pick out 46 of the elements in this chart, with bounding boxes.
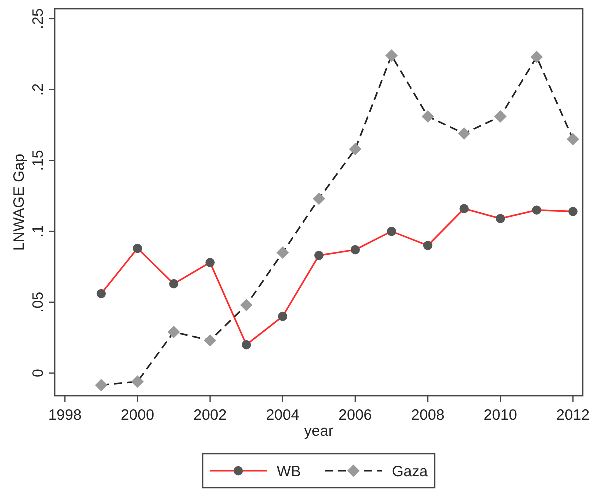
y-tick-label: .05 [30, 292, 47, 313]
x-tick-label: 1998 [48, 407, 82, 424]
point [386, 50, 398, 62]
x-tick-label: 2004 [266, 407, 300, 424]
y-tick-label: 0 [30, 369, 47, 378]
point [314, 251, 324, 260]
x-axis-title: year [304, 423, 334, 440]
point [312, 192, 326, 206]
y-tick-label: .1 [30, 225, 47, 238]
point [350, 245, 360, 255]
point [568, 207, 578, 216]
point [460, 204, 469, 214]
x-tick-label: 2010 [484, 407, 518, 424]
x-tick-label: 2006 [338, 407, 372, 424]
x-tick-label: 2000 [121, 407, 154, 424]
point [494, 110, 507, 123]
legend-label: WB [276, 464, 302, 480]
point [278, 312, 288, 322]
point [349, 143, 362, 156]
point [206, 258, 215, 268]
point [496, 214, 506, 224]
point [423, 241, 433, 250]
point [532, 206, 542, 215]
y-tick-label: .25 [30, 8, 47, 30]
point [95, 379, 108, 392]
point [387, 226, 396, 236]
point [276, 246, 290, 260]
point [96, 289, 106, 299]
y-axis-title: LNWAGE Gap [11, 154, 28, 251]
y-tick-label: .15 [30, 150, 47, 172]
point [133, 244, 142, 254]
x-tick-label: 2002 [194, 407, 228, 424]
point [169, 279, 179, 289]
point [240, 299, 253, 312]
x-tick-label: 2008 [411, 407, 445, 424]
point [422, 110, 434, 123]
point [242, 340, 252, 350]
x-tick-label: 2012 [556, 407, 590, 424]
point [132, 376, 144, 388]
point [530, 51, 544, 64]
point [458, 128, 471, 140]
legend-label: Gaza [392, 464, 429, 480]
point [168, 326, 180, 338]
point [567, 133, 580, 146]
y-tick-label: .2 [30, 84, 47, 96]
point [204, 334, 217, 347]
